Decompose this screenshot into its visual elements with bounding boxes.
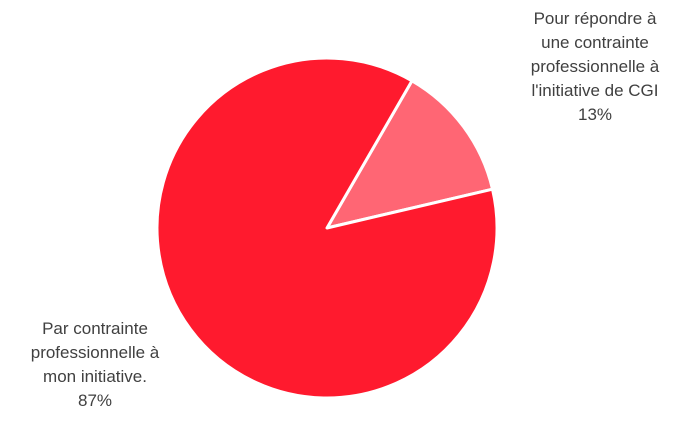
pie-slices xyxy=(155,56,499,400)
slice-label-line: l'initiative de CGI xyxy=(531,81,659,100)
slice-label-own-initiative: Par contrainte professionnelle à mon ini… xyxy=(0,317,200,413)
slice-label-line: une contrainte xyxy=(541,33,649,52)
slice-percent-label: 87% xyxy=(77,391,113,410)
slice-percent-label: 13% xyxy=(577,105,613,124)
slice-label-cgi-initiative: Pour répondre à une contrainte professio… xyxy=(500,7,684,127)
pie-slice-1 xyxy=(325,79,495,230)
pie-slice-0 xyxy=(155,56,499,400)
slice-label-line: mon initiative. xyxy=(43,367,147,386)
slice-label-line: professionnelle à xyxy=(30,343,160,362)
slice-label-line: professionnelle à xyxy=(530,57,660,76)
slice-label-line: Par contrainte xyxy=(42,319,148,338)
slice-label-line: Pour répondre à xyxy=(533,9,657,28)
